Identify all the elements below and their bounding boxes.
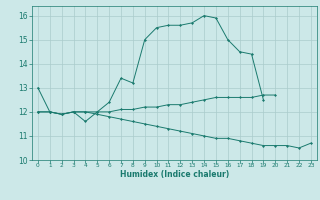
X-axis label: Humidex (Indice chaleur): Humidex (Indice chaleur)	[120, 170, 229, 179]
